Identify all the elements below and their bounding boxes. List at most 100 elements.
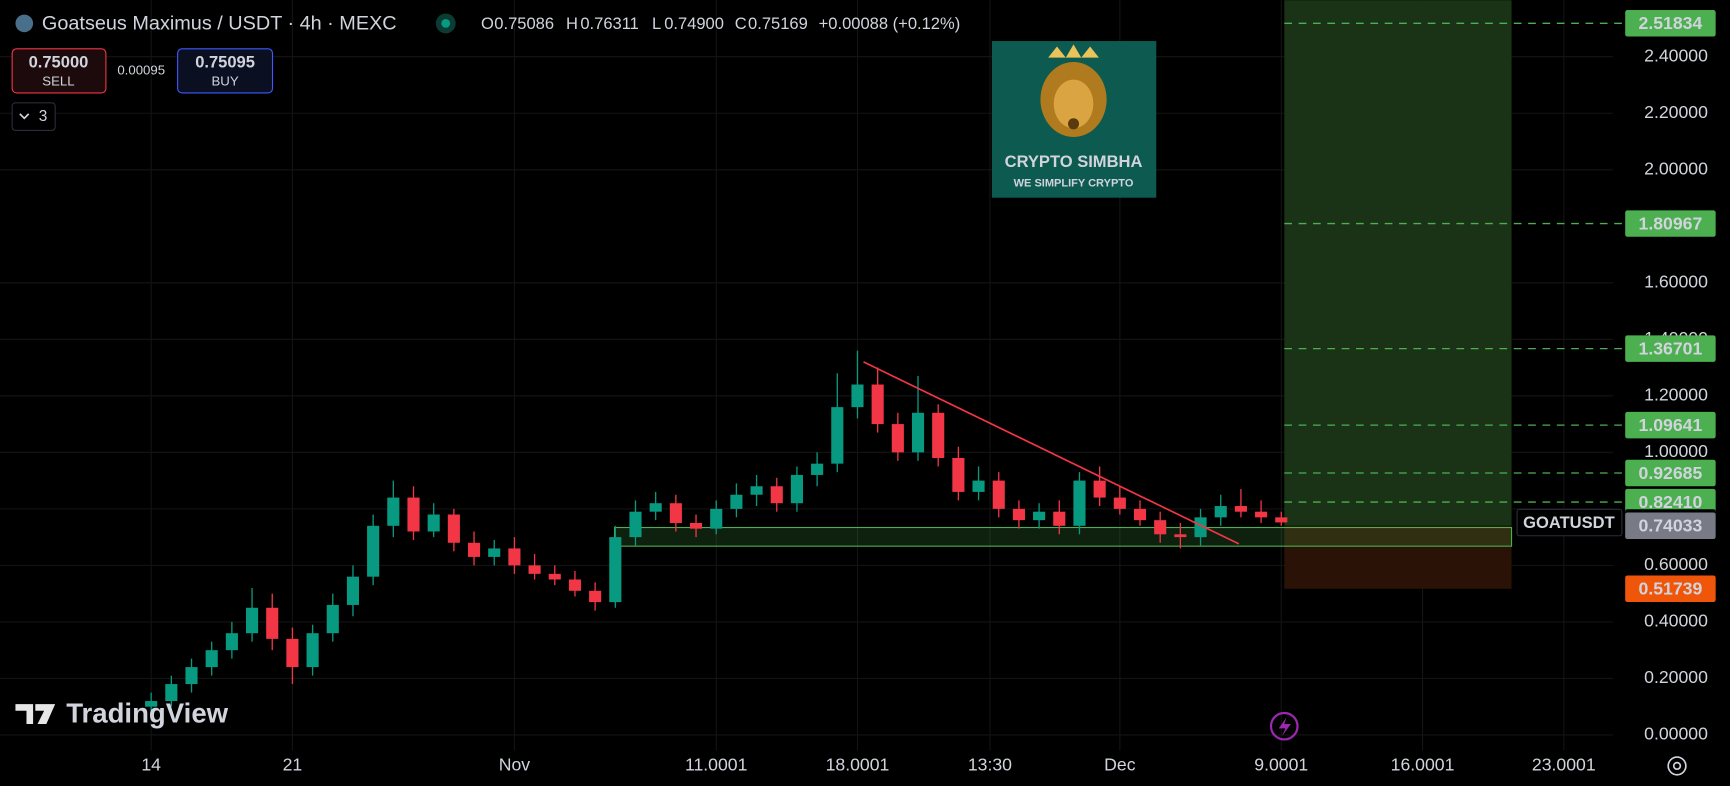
y-tick-label: 0.40000	[1644, 611, 1708, 631]
candle-body	[992, 480, 1005, 509]
candle-body	[589, 590, 602, 603]
price-label-box	[1625, 411, 1716, 439]
y-tick-label: 0.00000	[1644, 724, 1708, 744]
candle-body	[1194, 517, 1207, 538]
candle-body	[1154, 520, 1167, 535]
indicator-count[interactable]: 3	[39, 108, 48, 125]
price-label: 0.82410	[1639, 492, 1703, 512]
brand-name: TradingView	[66, 697, 228, 728]
crown-icon	[1048, 44, 1099, 58]
spread: 0.00095	[117, 62, 165, 77]
overlay-layer	[863, 22, 1622, 545]
candle-body	[1093, 480, 1106, 498]
settings-icon[interactable]	[1667, 756, 1687, 776]
ohlc-value: 0.76311	[580, 14, 639, 33]
candle-body	[427, 514, 440, 532]
sell-label[interactable]: SELL	[42, 73, 74, 88]
indicator-toggle[interactable]: 3	[11, 102, 56, 131]
x-tick-label: 11.0001	[685, 755, 747, 775]
alert-icon[interactable]	[1269, 711, 1299, 741]
stop-label-box	[1625, 575, 1716, 602]
logo-title: CRYPTO SIMBHA	[1005, 152, 1143, 171]
ohlc-label: H	[566, 14, 578, 33]
price-label-box	[1625, 488, 1716, 516]
symbol-label-box	[1516, 508, 1623, 537]
price-label: 2.51834	[1639, 13, 1703, 33]
candle-body	[770, 486, 783, 504]
x-tick-label: 18.0001	[826, 755, 890, 775]
ohlc-value: 0.75086	[494, 14, 554, 33]
candle-body	[1275, 517, 1288, 523]
price-label: 1.36701	[1639, 338, 1703, 358]
price-label-box	[1625, 10, 1716, 37]
candle-body	[750, 486, 763, 495]
support-zone	[613, 526, 1513, 547]
candle-body	[205, 650, 218, 668]
buy-price[interactable]: 0.75095	[195, 52, 255, 71]
x-tick-label: 9.0001	[1254, 755, 1308, 775]
candle-body	[871, 384, 884, 425]
candle-body	[528, 565, 541, 574]
axis-layer: 0.000000.200000.400000.600000.800001.000…	[141, 10, 1716, 775]
y-tick-label: 2.40000	[1644, 45, 1708, 65]
chevron-icon[interactable]	[19, 113, 30, 120]
candle-body	[548, 573, 561, 580]
x-tick-label: 14	[141, 755, 161, 775]
lion-face	[1053, 79, 1094, 129]
candle-body	[165, 684, 178, 702]
candle-body	[346, 576, 360, 605]
price-label: 1.80967	[1639, 213, 1703, 233]
y-tick-label: 1.00000	[1644, 441, 1708, 461]
candle-body	[1255, 511, 1268, 518]
candle-body	[266, 607, 279, 639]
x-tick-label: Nov	[499, 755, 531, 775]
candle-body	[1174, 534, 1187, 538]
candle-body	[972, 480, 985, 492]
alert-bolt[interactable]	[1278, 717, 1291, 737]
ohlc-label: L	[652, 14, 661, 33]
settings-icon-core[interactable]	[1672, 761, 1682, 771]
buy-label[interactable]: BUY	[211, 73, 238, 88]
candle-body	[1053, 511, 1066, 526]
status-dot-inner	[441, 18, 451, 28]
candle-body	[326, 604, 339, 634]
sell-button[interactable]: 0.75000 SELL	[11, 48, 107, 94]
x-tick-label: 16.0001	[1391, 755, 1455, 775]
candle-body	[367, 525, 380, 577]
buy-button[interactable]: 0.75095 BUY	[177, 48, 274, 94]
x-tick-label: 21	[283, 755, 303, 775]
y-tick-label: 2.20000	[1644, 102, 1708, 122]
brand: TradingView	[15, 697, 229, 728]
candle-body	[851, 384, 864, 408]
candle-body	[710, 508, 723, 529]
candle-body	[488, 548, 501, 557]
lion-nose	[1068, 118, 1080, 130]
candle-body	[407, 497, 420, 532]
candle-body	[911, 412, 925, 453]
candle-body	[891, 424, 904, 453]
profit-zone	[1284, 0, 1512, 526]
candle-body	[185, 667, 198, 685]
candle-body	[1073, 480, 1086, 526]
buy-box[interactable]	[177, 48, 274, 94]
brand-icon	[15, 704, 56, 724]
candle-body	[145, 701, 158, 707]
candle-body	[508, 548, 521, 566]
y-tick-label: 0.60000	[1644, 554, 1708, 574]
price-label-box	[1625, 459, 1716, 487]
ohlc-value: 0.74900	[664, 14, 724, 33]
entry-label-box	[1625, 512, 1716, 539]
candle-body	[932, 412, 945, 459]
indicator-box[interactable]	[11, 102, 56, 131]
candle-body	[689, 522, 703, 529]
sell-box[interactable]	[11, 48, 107, 94]
candle-body	[387, 497, 400, 526]
symbol-title: Goatseus Maximus / USDT · 4h · MEXC	[42, 13, 397, 35]
sell-price[interactable]: 0.75000	[29, 52, 89, 71]
candle-layer	[145, 350, 1288, 716]
candle-body	[1234, 506, 1247, 512]
price-label: 1.09641	[1639, 415, 1703, 435]
candle-body	[1133, 508, 1147, 521]
candle-body	[952, 458, 965, 492]
candle-body	[467, 542, 481, 557]
